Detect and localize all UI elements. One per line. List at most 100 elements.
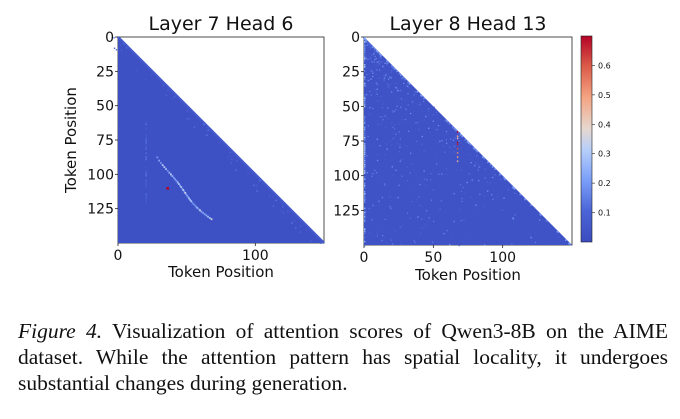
attention-cell <box>423 98 425 100</box>
attention-cell <box>407 180 408 181</box>
attention-cell <box>145 179 146 181</box>
attention-cell <box>460 184 461 185</box>
attention-cell <box>194 126 195 127</box>
attention-cell <box>364 237 365 239</box>
attention-cell <box>364 147 365 149</box>
attention-cell <box>407 213 408 214</box>
attention-cell <box>300 231 301 232</box>
attention-cell <box>391 91 392 92</box>
attention-cell <box>458 208 459 209</box>
attention-cell <box>388 79 389 80</box>
y-tick-label: 50 <box>96 99 114 115</box>
attention-cell <box>468 234 469 235</box>
attention-cell <box>158 160 160 162</box>
caption-text: Visualization of attention scores of Qwe… <box>18 319 668 395</box>
attention-cell <box>375 65 376 66</box>
attention-cell <box>386 74 387 75</box>
attention-cell <box>484 230 485 231</box>
attention-cell <box>437 143 438 144</box>
attention-cell <box>364 214 365 216</box>
attention-cell <box>177 182 179 184</box>
attention-cell <box>377 154 378 155</box>
attention-hotspot <box>166 187 169 190</box>
attention-cell <box>364 137 365 139</box>
attention-cell <box>145 79 146 80</box>
attention-cell <box>386 64 387 65</box>
attention-cell <box>446 131 447 132</box>
caption-label: Figure 4. <box>18 319 102 343</box>
attention-cell <box>366 41 367 42</box>
attention-cell <box>404 100 405 101</box>
attention-cell <box>380 154 381 155</box>
attention-cell <box>452 193 453 194</box>
colorbar-tick-label: 0.4 <box>598 120 611 129</box>
attention-cell <box>367 136 368 137</box>
attention-cell <box>446 143 447 144</box>
attention-cell <box>391 83 392 84</box>
attention-cell <box>408 131 409 132</box>
attention-cell <box>392 127 393 128</box>
attention-cell <box>436 157 437 158</box>
attention-cell <box>449 147 450 148</box>
attention-cell <box>364 60 365 62</box>
attention-cell <box>167 170 169 172</box>
attention-cell <box>365 40 367 42</box>
attention-cell <box>374 51 375 52</box>
attention-cell <box>282 216 283 217</box>
attention-cell <box>454 137 455 138</box>
attention-cell <box>364 160 365 162</box>
attention-cell <box>364 77 365 79</box>
attention-cell <box>424 170 425 171</box>
attention-cell <box>414 91 415 92</box>
attention-cell <box>364 120 365 122</box>
attention-cell <box>291 222 292 223</box>
attention-cell <box>453 140 454 141</box>
attention-cell <box>389 88 390 89</box>
attention-cell <box>459 245 460 246</box>
y-tick-label: 25 <box>96 64 114 80</box>
attention-cell <box>400 161 401 162</box>
attention-cell <box>433 121 434 122</box>
attention-cell <box>485 169 486 170</box>
attention-cell <box>475 150 477 152</box>
attention-cell <box>400 227 401 228</box>
attention-cell <box>461 191 462 192</box>
attention-cell <box>382 107 383 108</box>
attention-cell <box>396 88 397 89</box>
attention-cell <box>461 136 463 138</box>
attention-cell <box>364 187 365 189</box>
attention-cell <box>203 124 204 125</box>
attention-cell <box>399 101 400 102</box>
y-tick-label: 100 <box>333 169 360 185</box>
attention-cell <box>364 49 365 51</box>
attention-cell <box>171 175 173 177</box>
attention-cell <box>404 79 406 81</box>
attention-cell <box>450 138 451 139</box>
attention-cell <box>369 91 370 92</box>
attention-cell <box>364 197 365 199</box>
attention-cell <box>479 194 480 195</box>
attention-cell <box>375 56 376 57</box>
attention-cell <box>508 189 509 190</box>
attention-cell <box>120 44 121 45</box>
attention-cell <box>382 240 383 241</box>
attention-cell <box>568 243 570 245</box>
x-tick-label: 100 <box>242 248 269 264</box>
attention-cell <box>428 128 429 129</box>
attention-cell <box>466 182 467 183</box>
attention-cell <box>384 63 385 64</box>
attention-cell <box>462 201 463 202</box>
attention-cell <box>535 232 536 233</box>
attention-cell <box>394 128 395 129</box>
attention-cell <box>495 174 496 175</box>
attention-cell <box>415 122 416 123</box>
attention-cell <box>420 232 421 233</box>
attention-cell <box>490 164 492 166</box>
attention-cell <box>377 53 378 54</box>
attention-cell <box>513 218 514 219</box>
attention-cell <box>145 200 146 202</box>
attention-cell <box>453 151 454 152</box>
attention-cell <box>473 210 474 211</box>
attention-cell <box>557 232 559 234</box>
colorbar-ticks: 0.10.20.30.40.50.6 <box>592 61 611 217</box>
